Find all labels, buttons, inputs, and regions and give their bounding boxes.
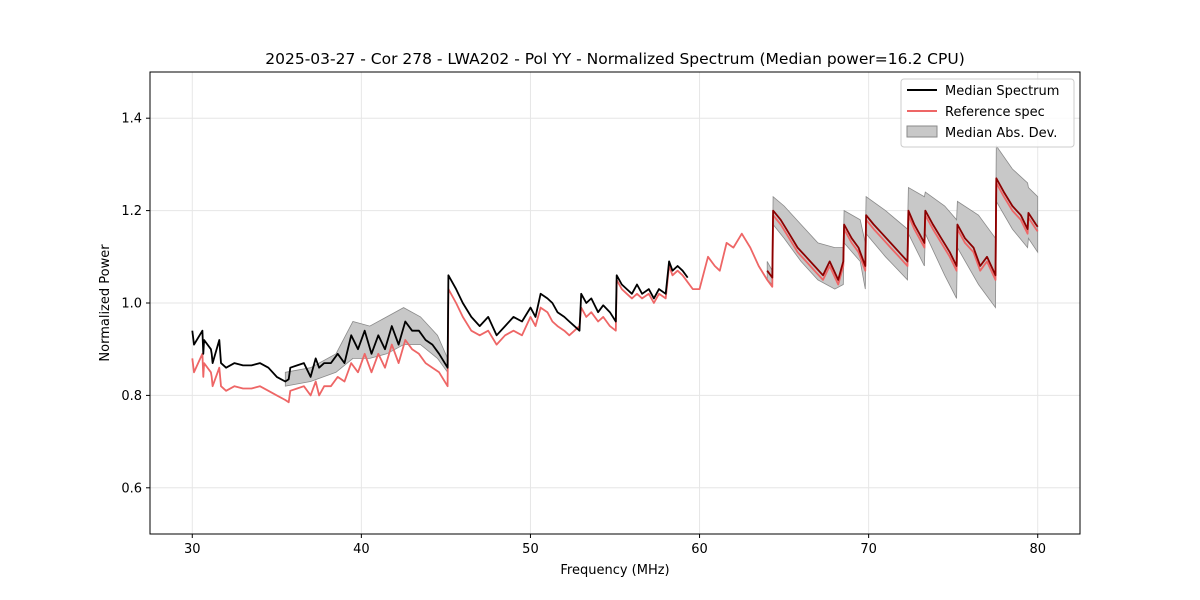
y-tick-label: 1.2 (121, 204, 142, 219)
x-tick-label: 80 (1029, 542, 1046, 557)
x-tick-label: 60 (691, 542, 708, 557)
y-tick-label: 0.8 (121, 389, 142, 404)
x-tick-label: 70 (860, 542, 877, 557)
x-axis-label: Frequency (MHz) (560, 563, 669, 578)
median-spectrum-line (191, 260, 689, 383)
y-axis-label: Normalized Power (98, 244, 113, 362)
ticks-layer: 30 40 50 60 70 80 0.6 0.8 1.0 1.2 1.4 (121, 112, 1046, 557)
x-tick-label: 30 (184, 542, 201, 557)
series-lines-layer (191, 177, 1039, 404)
chart-title: 2025-03-27 - Cor 278 - LWA202 - Pol YY -… (265, 50, 965, 68)
median-spectrum-line (766, 177, 1039, 281)
reference-spectrum-line (191, 182, 1039, 404)
legend-box (900, 78, 1075, 148)
legend: Median Spectrum Reference spec Median Ab… (900, 78, 1075, 148)
y-tick-label: 0.6 (121, 481, 142, 496)
legend-median-label: Median Spectrum (945, 84, 1059, 99)
y-tick-label: 1.4 (121, 112, 142, 127)
x-tick-label: 40 (353, 542, 370, 557)
y-tick-label: 1.0 (121, 297, 142, 312)
legend-reference-label: Reference spec (945, 105, 1045, 120)
legend-mad-swatch (906, 125, 938, 138)
x-tick-label: 50 (522, 542, 539, 557)
legend-mad-label: Median Abs. Dev. (945, 126, 1057, 141)
